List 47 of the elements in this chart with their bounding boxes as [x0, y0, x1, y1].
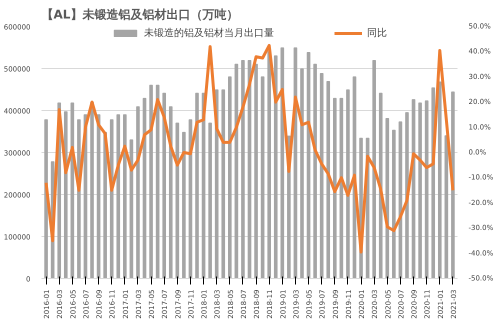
- bar: [313, 64, 317, 278]
- bar: [241, 60, 245, 278]
- bar: [340, 98, 344, 278]
- bar: [156, 84, 160, 278]
- legend-label: 未锻造的铝及铝材当月出口量: [144, 26, 274, 40]
- bar: [162, 92, 166, 278]
- bar: [320, 73, 324, 278]
- bar: [136, 106, 140, 278]
- bar: [418, 102, 422, 278]
- bar: [96, 114, 100, 278]
- bar: [332, 98, 337, 278]
- bar: [149, 84, 153, 278]
- bar: [90, 102, 94, 278]
- bar: [346, 89, 350, 278]
- bar: [234, 64, 238, 278]
- bar: [188, 119, 192, 278]
- bar: [392, 130, 396, 278]
- bar: [182, 132, 186, 278]
- bar: [444, 135, 448, 278]
- bar: [398, 121, 402, 278]
- bar: [260, 76, 264, 278]
- bar: [306, 52, 310, 278]
- bar: [228, 76, 232, 278]
- bar: [326, 81, 330, 278]
- bar: [195, 92, 199, 278]
- bar: [424, 100, 428, 278]
- bar: [168, 106, 173, 278]
- legend-label: 同比: [367, 26, 387, 40]
- bar: [438, 81, 442, 278]
- bar: [267, 51, 271, 278]
- bar: [372, 60, 376, 278]
- bar: [385, 118, 390, 278]
- bar: [248, 60, 252, 278]
- bar: [405, 112, 409, 278]
- chart-title: 【AL】未锻造铝及铝材出口（万吨）: [42, 8, 238, 22]
- bar: [142, 98, 146, 278]
- bar: [274, 55, 278, 278]
- bar: [176, 122, 180, 278]
- bar: [300, 68, 304, 278]
- bar: [412, 99, 416, 278]
- bar: [208, 122, 212, 278]
- bar: [130, 139, 134, 278]
- bar: [254, 64, 258, 278]
- line-series: [44, 44, 454, 254]
- bar: [123, 114, 127, 278]
- bar: [116, 114, 120, 278]
- bar: [221, 89, 226, 278]
